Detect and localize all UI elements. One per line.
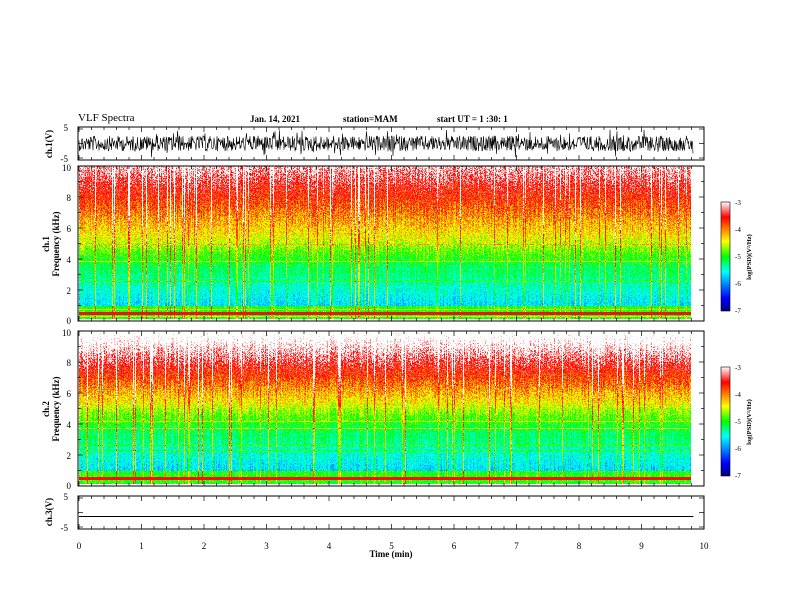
ch1-spectrogram-ylabel-channel: ch.1 (41, 236, 51, 252)
x-tick-label: 3 (264, 541, 269, 551)
ch1-colorbar-tick: -6 (735, 280, 741, 288)
ch2-freq-tick: 4 (67, 420, 72, 430)
waveforms (78, 129, 694, 517)
ch2-spectrogram-image (79, 331, 691, 484)
ch1-freq-tick: 0 (67, 316, 72, 326)
date-label: Jan. 14, 2021 (250, 114, 301, 124)
ch1-spectrogram-image (79, 166, 691, 319)
ch1-colorbar-tick: -4 (735, 226, 741, 234)
ch1-spectrogram-frame (77, 165, 705, 322)
ch2-spectrogram-frame (77, 330, 705, 487)
ch1-freq-tick: 2 (67, 286, 72, 296)
ch1-freq-tick: 6 (67, 224, 72, 234)
ch1-freq-tick: 8 (67, 193, 72, 203)
ch2-colorbar-label: log(PSD)(V²/Hz) (746, 399, 753, 445)
ch2-colorbar-tick: -7 (735, 472, 741, 480)
x-tick-label: 8 (577, 541, 582, 551)
ch2-freq-tick: 2 (67, 451, 72, 461)
ch2-colorbar-tick: -3 (735, 364, 741, 372)
station-label: station=MAM (343, 114, 398, 124)
ch1-colorbar-tick: -3 (735, 199, 741, 207)
x-tick-label: 7 (514, 541, 519, 551)
ch1-spectrogram-ylabel: Frequency (kHz) (51, 211, 61, 276)
ch1-waveform-frame (77, 126, 705, 161)
ch1-waveform-ylabel: ch.1(V) (44, 130, 54, 158)
x-tick-label: 2 (202, 541, 207, 551)
x-tick-label: 10 (700, 541, 710, 551)
ch2-colorbar-tick: -5 (735, 418, 741, 426)
ch1-ytick-bottom: -5 (61, 154, 69, 164)
ch1-colorbar-tick: -7 (735, 307, 741, 315)
ch2-freq-tick: 6 (67, 389, 72, 399)
ch1-colorbar-label: log(PSD)(V²/Hz) (746, 234, 753, 280)
ch2-freq-tick: 0 (67, 481, 72, 491)
ch2-colorbar-tick: -4 (735, 391, 741, 399)
x-tick-label: 1 (139, 541, 144, 551)
ch1-freq-tick: 10 (62, 163, 72, 173)
ch1-colorbar-tick: -5 (735, 253, 741, 261)
x-tick-label: 5 (389, 541, 394, 551)
ch2-spectrogram-ylabel: Frequency (kHz) (51, 376, 61, 441)
ch1-colorbar (720, 201, 731, 312)
ch1-waveform-line (78, 129, 694, 158)
ch2-spectrogram-ylabel-channel: ch.2 (41, 401, 51, 417)
x-axis-label: Time (min) (369, 549, 412, 559)
ch2-freq-tick: 8 (67, 358, 72, 368)
ch3-waveform-frame (77, 495, 705, 530)
x-tick-label: 6 (452, 541, 457, 551)
ch3-waveform-ylabel: ch.3(V) (44, 498, 54, 526)
ch2-freq-tick: 10 (62, 328, 72, 338)
x-tick-label: 4 (327, 541, 332, 551)
ch2-colorbar (720, 366, 731, 477)
x-tick-label: 9 (639, 541, 644, 551)
x-tick-label: 0 (77, 541, 82, 551)
ch1-ytick-top: 5 (64, 123, 69, 133)
start-ut-label: start UT = 1 :30: 1 (437, 114, 508, 124)
ch3-ytick-top: 5 (64, 492, 69, 502)
tick-marks (78, 127, 705, 529)
ch1-freq-tick: 4 (67, 255, 72, 265)
ch3-ytick-bottom: -5 (61, 523, 69, 533)
figure-title: VLF Spectra (78, 112, 135, 124)
ch2-colorbar-tick: -6 (735, 445, 741, 453)
